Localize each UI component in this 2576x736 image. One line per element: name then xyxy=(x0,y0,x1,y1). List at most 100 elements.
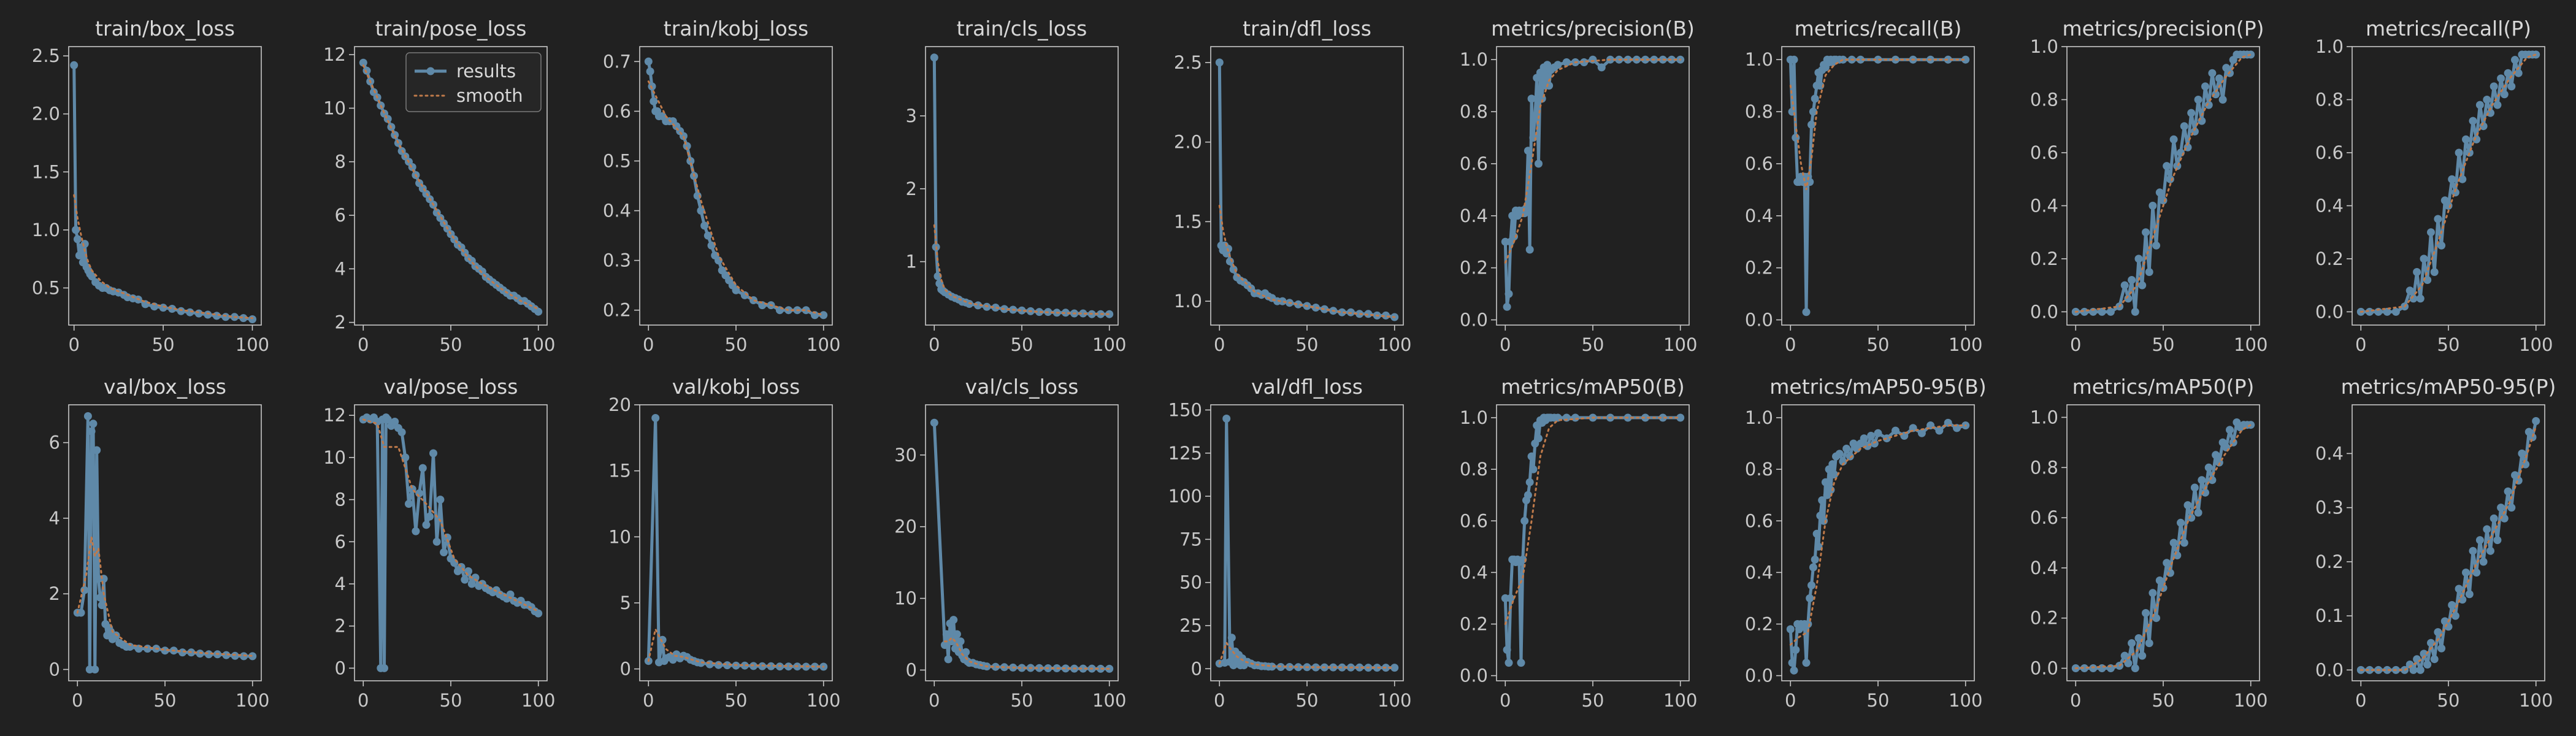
smooth-line xyxy=(647,80,825,316)
legend-box xyxy=(405,52,542,112)
results-point xyxy=(380,664,388,672)
results-point xyxy=(98,601,106,610)
results-point xyxy=(2437,644,2446,653)
y-tick-label: 0.3 xyxy=(2315,497,2344,518)
y-tick-label: 3 xyxy=(906,105,917,126)
results-point xyxy=(2416,665,2425,674)
y-tick-label: 6 xyxy=(335,531,346,552)
results-point xyxy=(2472,569,2481,577)
y-tick-label: 0.4 xyxy=(1460,562,1488,583)
x-tick-label: 50 xyxy=(154,690,177,711)
results-point xyxy=(2180,122,2188,131)
x-tick-label: 100 xyxy=(1663,334,1697,355)
results-point xyxy=(1961,55,1970,64)
results-point xyxy=(2448,175,2456,183)
results-point xyxy=(942,630,951,638)
y-tick-label: 0.0 xyxy=(1460,310,1488,331)
results-point xyxy=(2212,451,2220,459)
results-point xyxy=(1268,662,1276,671)
smooth-line xyxy=(2359,53,2537,313)
results-point xyxy=(168,305,177,313)
y-tick-label: 15 xyxy=(608,461,631,481)
results-point xyxy=(461,575,469,584)
plot-area xyxy=(70,61,256,323)
results-point xyxy=(534,307,543,316)
results-point xyxy=(239,314,248,323)
results-point xyxy=(2479,558,2488,566)
y-tick-label: 1.0 xyxy=(1745,49,1773,70)
y-tick-label: 1.5 xyxy=(32,161,60,182)
results-point xyxy=(89,420,98,428)
results-point xyxy=(2142,609,2150,617)
results-point xyxy=(2427,228,2435,237)
results-point xyxy=(767,662,775,670)
results-point xyxy=(2222,443,2231,451)
x-tick-label: 0 xyxy=(929,334,940,355)
results-point xyxy=(1809,563,1817,572)
y-tick-label: 20 xyxy=(894,516,917,537)
y-tick-label: 2.0 xyxy=(32,104,60,125)
y-tick-label: 6 xyxy=(49,432,60,453)
results-point xyxy=(1503,646,1511,654)
y-tick-label: 125 xyxy=(1168,443,1202,464)
results-point xyxy=(2405,286,2414,295)
y-tick-label: 0.0 xyxy=(2030,301,2058,322)
smooth-line xyxy=(73,194,253,320)
results-point xyxy=(204,310,212,319)
results-point xyxy=(1802,659,1811,667)
results-point xyxy=(953,630,961,638)
x-tick-label: 0 xyxy=(2355,334,2366,355)
results-point xyxy=(2511,56,2519,64)
y-tick-label: 0.3 xyxy=(603,250,631,271)
results-point xyxy=(2152,614,2161,623)
y-tick-label: 1.0 xyxy=(1745,407,1773,428)
results-point xyxy=(2416,294,2425,303)
subplot-train-box-loss: train/box_loss 0 50 100 0.5 1.0 1.5 2.0 2.5 xyxy=(32,17,269,355)
smooth-line xyxy=(362,418,540,613)
smooth-line xyxy=(1504,58,1682,264)
results-point xyxy=(1035,664,1043,672)
results-point xyxy=(1812,529,1821,538)
y-tick-label: 10 xyxy=(894,588,917,609)
results-point xyxy=(1842,445,1851,453)
y-tick-label: 0.7 xyxy=(603,51,631,72)
results-point xyxy=(1506,594,1515,602)
y-tick-label: 0.8 xyxy=(1460,459,1488,480)
smooth-line xyxy=(1789,424,1967,646)
results-point xyxy=(819,311,828,320)
results-point xyxy=(2518,449,2526,458)
results-point xyxy=(703,231,712,240)
results-point xyxy=(2098,307,2106,316)
results-point xyxy=(2134,634,2143,642)
x-tick-label: 50 xyxy=(2152,334,2175,355)
results-point xyxy=(1828,460,1837,469)
results-point xyxy=(1524,491,1532,499)
results-point xyxy=(2198,476,2206,485)
y-tick-label: 1.0 xyxy=(2315,36,2344,57)
y-tick-label: 1.0 xyxy=(2030,36,2058,57)
y-tick-label: 25 xyxy=(1179,615,1202,636)
subplot-title: metrics/mAP50-95(P) xyxy=(2341,375,2556,399)
x-tick-label: 100 xyxy=(807,334,840,355)
results-point xyxy=(2497,504,2505,512)
results-point xyxy=(1676,413,1685,422)
subplot-train-cls-loss: train/cls_loss 0 50 100 1 2 3 xyxy=(906,17,1127,355)
results-point xyxy=(2089,664,2098,672)
results-point xyxy=(362,66,371,75)
results-point xyxy=(2444,201,2453,210)
results-point xyxy=(1035,308,1043,316)
y-tick-label: 0.2 xyxy=(2030,608,2058,629)
results-point xyxy=(80,586,89,594)
subplot-metrics-precision-p: metrics/precision(P) 0 50 100 0.0 0.2 0.4 0.6 0.… xyxy=(2030,17,2268,355)
results-point xyxy=(1589,55,1597,64)
results-point xyxy=(644,57,653,66)
x-tick-label: 100 xyxy=(2234,334,2267,355)
axes-frame xyxy=(1496,46,1690,326)
results-point xyxy=(1079,309,1087,318)
results-point xyxy=(2448,601,2456,609)
axes-frame xyxy=(1781,46,1975,326)
plot-area xyxy=(930,418,1114,673)
y-tick-label: 2.0 xyxy=(1174,132,1202,153)
x-tick-label: 50 xyxy=(1011,690,1033,711)
results-point xyxy=(1382,311,1390,320)
